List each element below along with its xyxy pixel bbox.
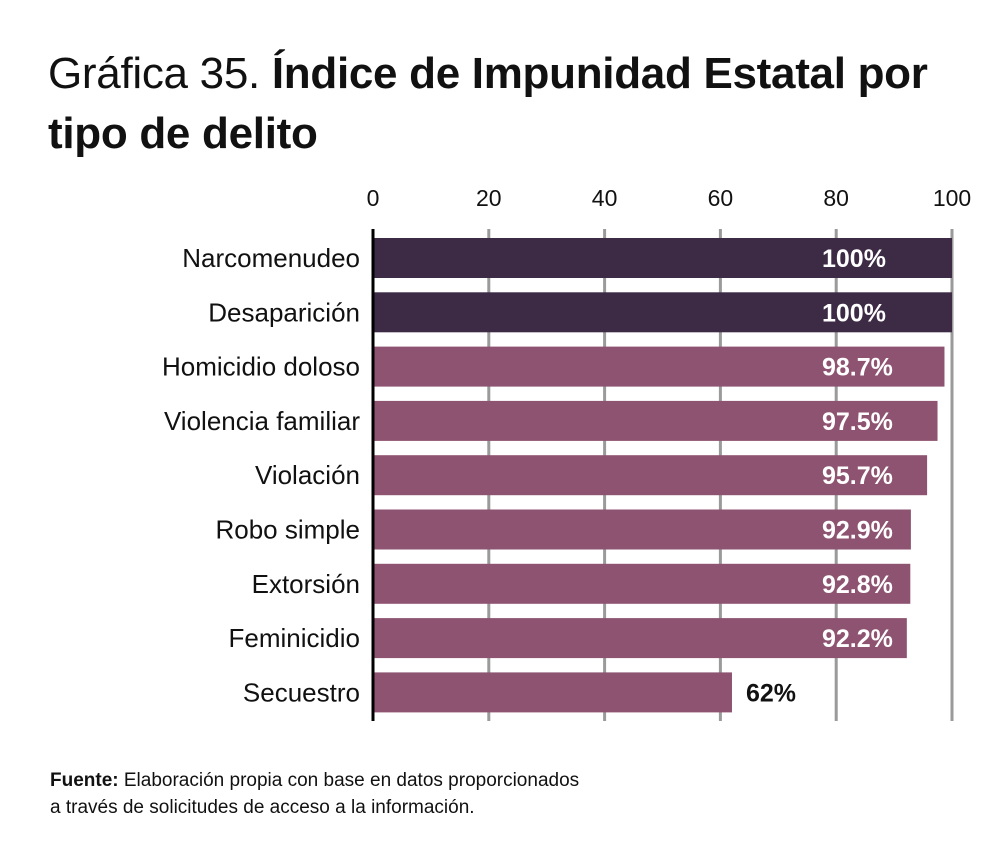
data-label: 92.8% bbox=[822, 571, 893, 599]
x-tick-label: 0 bbox=[367, 185, 380, 211]
source-note: Fuente: Elaboración propia con base en d… bbox=[50, 767, 579, 821]
bar bbox=[373, 292, 952, 333]
bar bbox=[373, 618, 907, 659]
category-label: Narcomenudeo bbox=[182, 243, 360, 273]
category-label: Feminicidio bbox=[229, 623, 361, 653]
data-label: 62% bbox=[746, 679, 796, 707]
bar bbox=[373, 509, 911, 550]
source-text: Elaboración propia con base en datos pro… bbox=[118, 770, 580, 791]
x-tick-label: 40 bbox=[592, 185, 618, 211]
category-label: Desaparición bbox=[208, 297, 360, 327]
x-tick-label: 60 bbox=[708, 185, 734, 211]
data-label: 92.2% bbox=[822, 625, 893, 653]
x-tick-label: 100 bbox=[933, 185, 971, 211]
x-tick-label: 20 bbox=[476, 185, 502, 211]
bar bbox=[373, 238, 952, 278]
data-label: 95.7% bbox=[822, 462, 893, 490]
category-label: Homicidio doloso bbox=[162, 352, 360, 382]
source-text-2: a través de solicitudes de acceso a la i… bbox=[50, 797, 475, 818]
chart-title-prefix: Gráfica 35. bbox=[48, 49, 260, 98]
data-label: 100% bbox=[822, 299, 886, 327]
category-label: Extorsión bbox=[252, 569, 360, 599]
category-label: Violación bbox=[255, 460, 360, 490]
category-label: Secuestro bbox=[243, 677, 360, 707]
data-label: 92.9% bbox=[822, 517, 893, 545]
bar bbox=[373, 400, 938, 441]
bar bbox=[373, 563, 911, 604]
x-tick-label: 80 bbox=[823, 185, 849, 211]
bar bbox=[373, 346, 945, 387]
category-label: Violencia familiar bbox=[164, 406, 360, 436]
category-label: Robo simple bbox=[215, 515, 360, 545]
data-label: 100% bbox=[822, 245, 886, 273]
chart-title: Gráfica 35. Índice de Impunidad Estatal … bbox=[48, 44, 988, 164]
chart-title-main: Índice de Impunidad Estatal por tipo de … bbox=[48, 49, 928, 158]
bar bbox=[373, 455, 928, 496]
bar bbox=[373, 672, 732, 713]
data-label: 98.7% bbox=[822, 354, 893, 382]
data-label: 97.5% bbox=[822, 408, 893, 436]
source-label: Fuente: bbox=[50, 770, 119, 791]
